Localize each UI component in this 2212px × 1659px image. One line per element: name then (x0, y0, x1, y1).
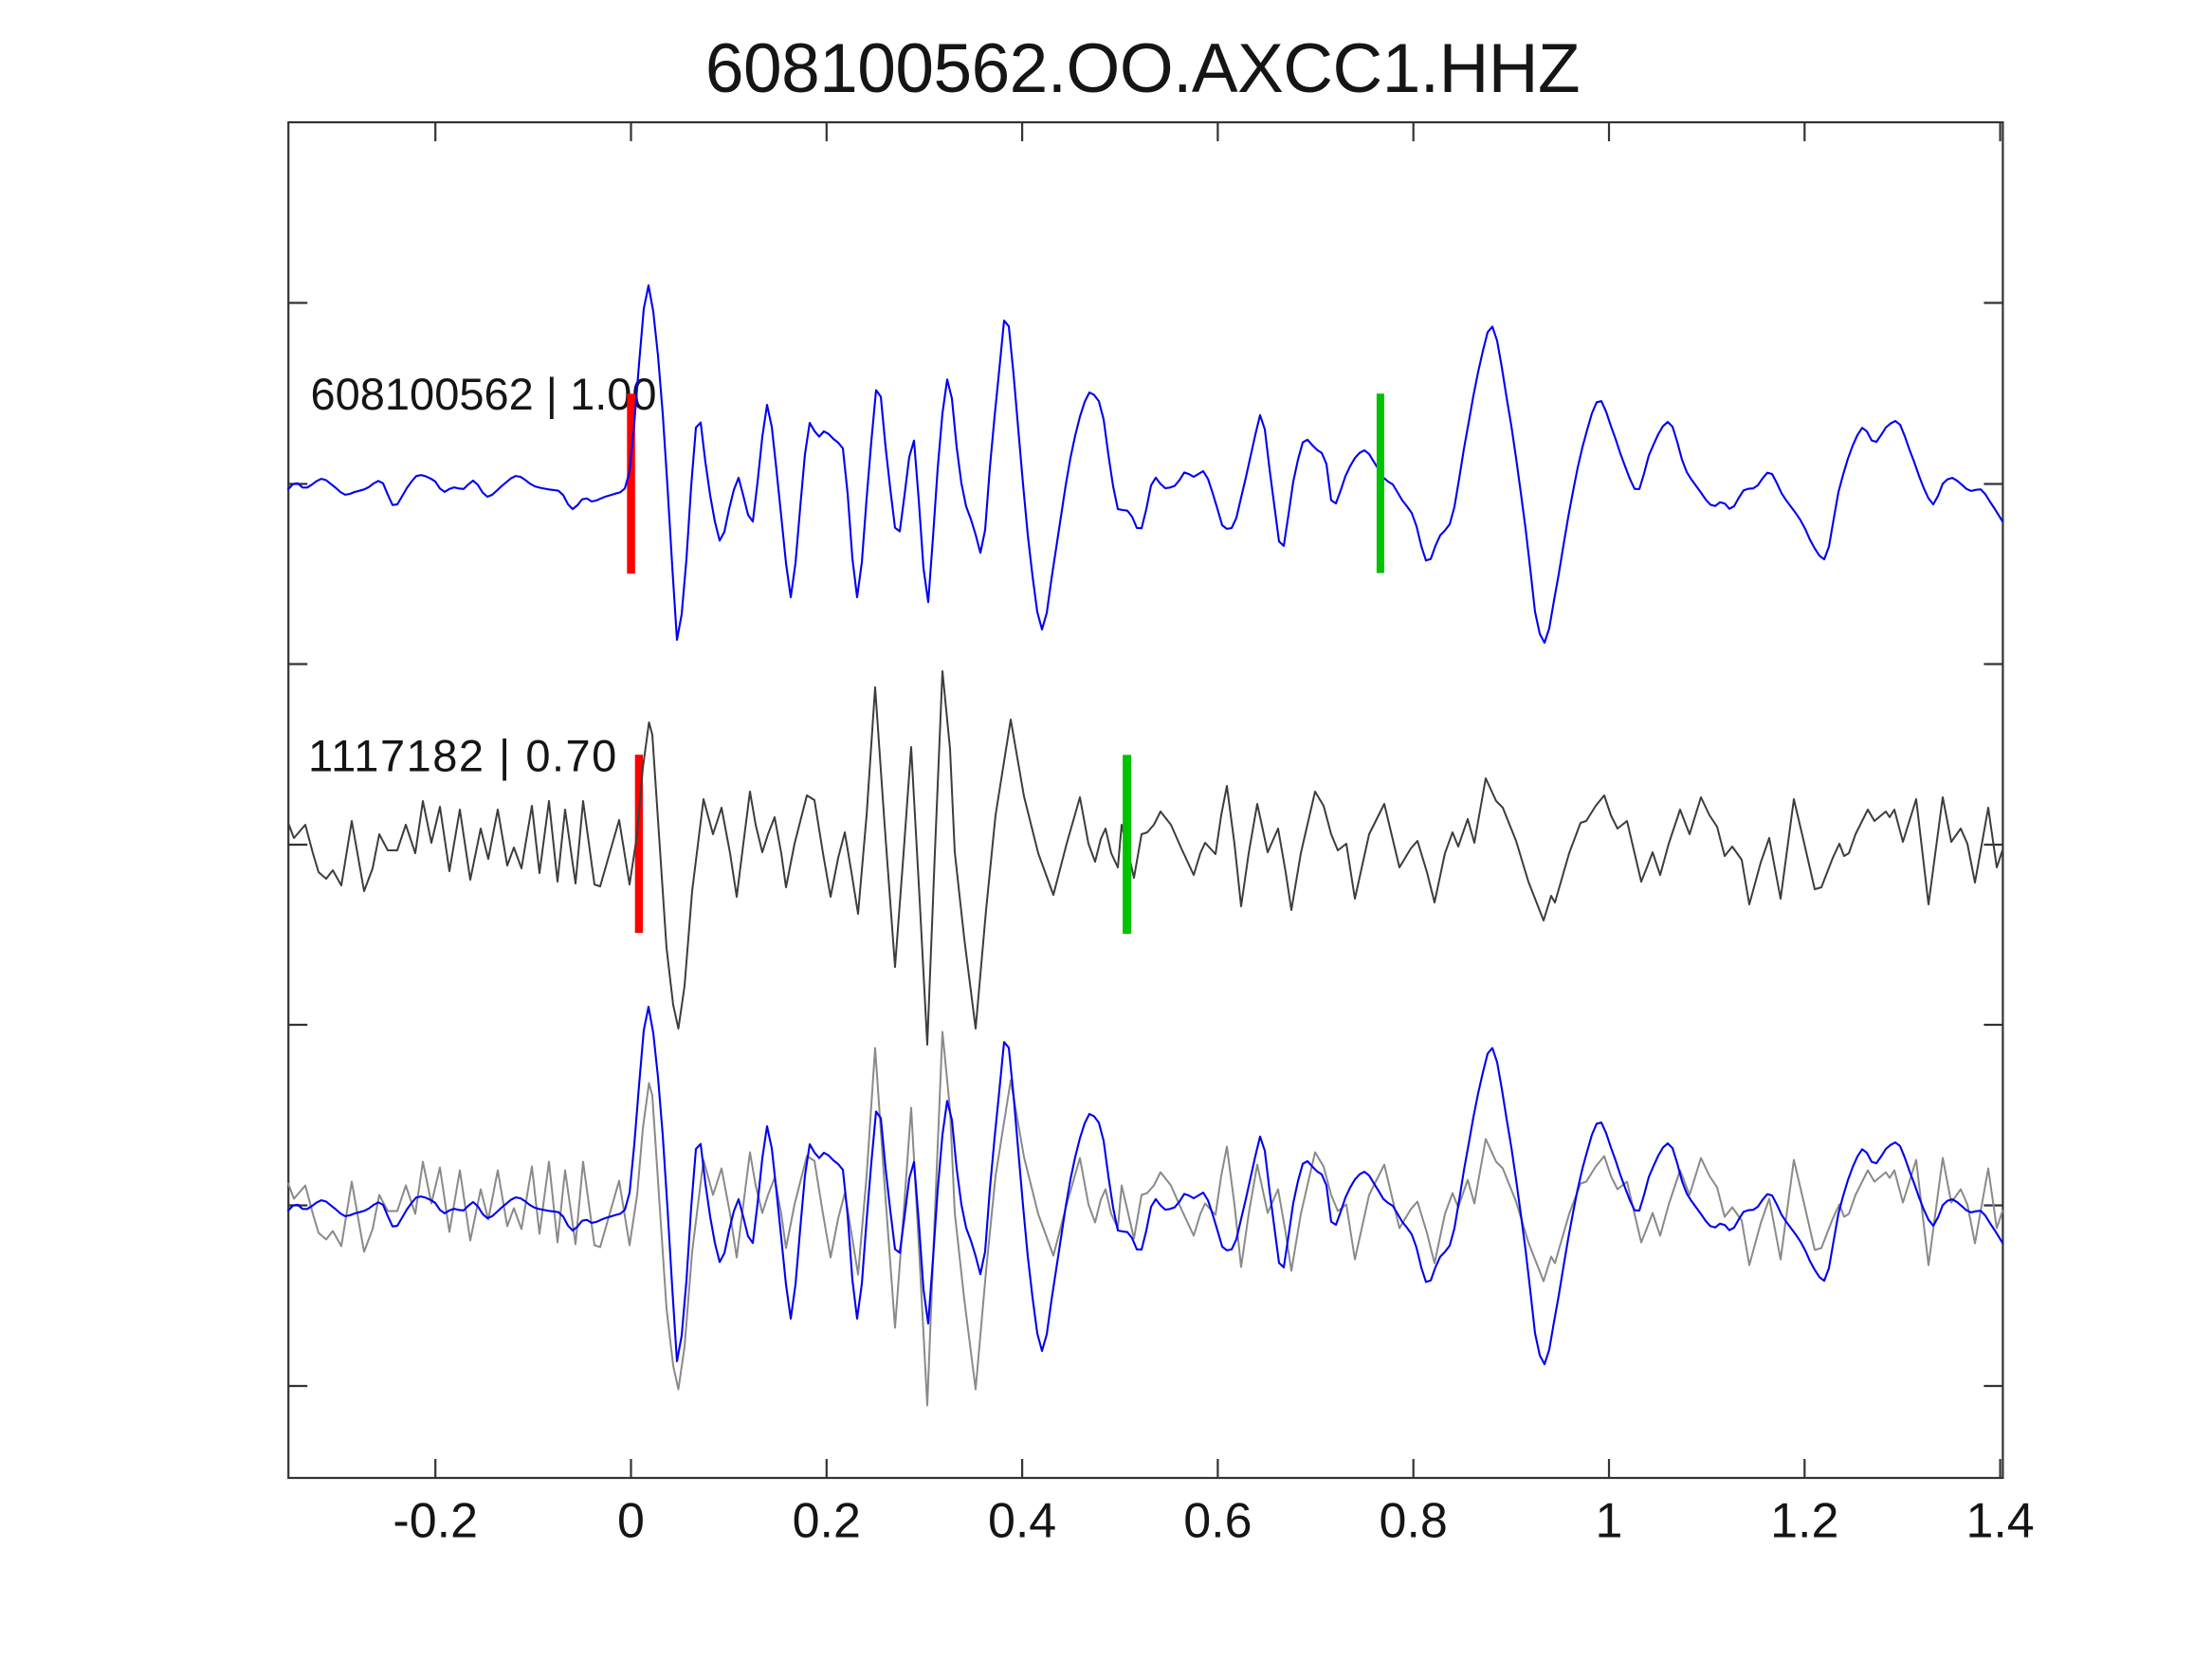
svg-text:1: 1 (1596, 1494, 1623, 1549)
svg-text:608100562.OO.AXCC1.HHZ: 608100562.OO.AXCC1.HHZ (705, 30, 1580, 107)
svg-text:1.2: 1.2 (1770, 1494, 1838, 1549)
svg-text:0.8: 0.8 (1380, 1494, 1448, 1549)
svg-text:1117182 | 0.70: 1117182 | 0.70 (308, 730, 618, 780)
svg-text:1.4: 1.4 (1965, 1494, 2034, 1549)
svg-text:0.2: 0.2 (793, 1494, 861, 1549)
svg-text:0.4: 0.4 (988, 1494, 1056, 1549)
svg-text:-0.2: -0.2 (393, 1494, 478, 1549)
svg-text:608100562 | 1.00: 608100562 | 1.00 (311, 369, 657, 419)
svg-text:0.6: 0.6 (1183, 1494, 1252, 1549)
svg-text:0: 0 (617, 1494, 645, 1549)
